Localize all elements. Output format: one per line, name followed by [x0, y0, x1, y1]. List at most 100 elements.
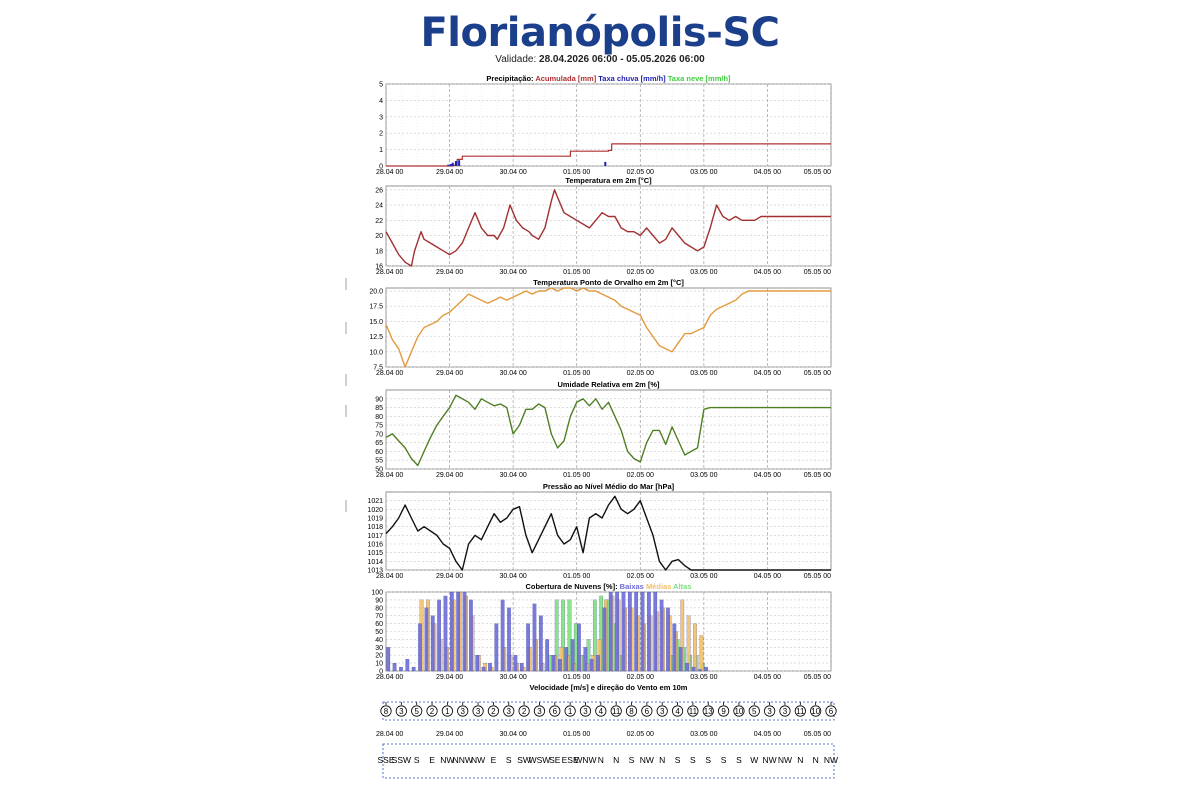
- pres-y-tick-label: 1018: [367, 524, 383, 531]
- wind-speed-circle: [748, 705, 760, 717]
- wind-direction-label: S: [506, 755, 512, 765]
- cloud-low-bar: [672, 623, 677, 672]
- cloud-y-tick-label: 60: [375, 621, 383, 628]
- rh-y-tick-label: 75: [375, 423, 383, 430]
- pres-y-tick-label: 1013: [367, 568, 383, 575]
- wind-direction-label: NW: [471, 755, 485, 765]
- wind-speed-value: 11: [796, 707, 805, 716]
- pres-x-tick-label: 02.05 00: [627, 573, 654, 580]
- wind-speed-circle: [764, 705, 776, 717]
- cloud-low-bar: [602, 607, 607, 672]
- wind-direction-label: NW: [824, 755, 838, 765]
- cloud-y-tick-label: 50: [375, 629, 383, 636]
- cloud-y-tick-label: 100: [371, 590, 383, 597]
- cloud-x-tick-label: 01.05 00: [563, 674, 590, 681]
- cloud-y-tick-label: 80: [375, 605, 383, 612]
- dew-x-tick-label: 28.04 00: [376, 370, 403, 377]
- precip-rain-rate-bar: [458, 160, 461, 166]
- dew-x-tick-label: 30.04 00: [500, 370, 527, 377]
- precip-x-tick-label: 05.05 00: [804, 169, 831, 176]
- temp-x-tick-label: 02.05 00: [627, 269, 654, 276]
- dew-x-tick-label: 05.05 00: [804, 370, 831, 377]
- wind-speed-circle: [518, 705, 530, 717]
- wind-speed-value: 10: [734, 707, 743, 716]
- cloud-low-bar: [392, 662, 397, 672]
- pres-x-tick-label: 05.05 00: [804, 573, 831, 580]
- wind-speed-circle: [503, 705, 515, 717]
- wind-speed-circle: [641, 705, 653, 717]
- wind-speed-value: 3: [660, 707, 665, 716]
- rh-x-tick-label: 04.05 00: [754, 472, 781, 479]
- dew-x-tick-label: 29.04 00: [436, 370, 463, 377]
- cloud-low-bar: [583, 647, 588, 672]
- validity-label: Validade:: [495, 54, 537, 65]
- cloud-low-bar: [386, 647, 391, 672]
- wind-direction-label: WSW: [529, 755, 551, 765]
- cloud-low-bar: [640, 591, 645, 672]
- cloud-title-prefix: Cobertura de Nuvens [%]:: [525, 582, 619, 591]
- wind-x-tick-label: 01.05 00: [563, 731, 590, 738]
- wind-direction-row: [382, 743, 835, 779]
- rh-x-tick-label: 01.05 00: [563, 472, 590, 479]
- wind-speed-value: 6: [829, 707, 834, 716]
- wind-direction-label: N: [813, 755, 819, 765]
- rh-y-tick-label: 85: [375, 405, 383, 412]
- precip-legend-entry: Acumulada [mm]: [535, 74, 598, 83]
- validity-text: Validade: 28.04.2026 06:00 - 05.05.2026 …: [0, 54, 1200, 65]
- cloud-low-bar: [678, 647, 683, 672]
- cloud-mid-bar: [699, 635, 704, 672]
- temp-y-tick-label: 16: [375, 264, 383, 271]
- cloud-low-bar: [437, 599, 441, 672]
- cloud-y-tick-label: 10: [375, 661, 383, 668]
- wind-speed-circle: [472, 705, 484, 717]
- cloud-low-bar: [653, 591, 658, 672]
- cloud-low-bar: [443, 595, 448, 672]
- pres-x-tick-label: 28.04 00: [376, 573, 403, 580]
- wind-speed-value: 3: [783, 707, 788, 716]
- wind-direction-label: S: [736, 755, 742, 765]
- wind-direction-label: S: [690, 755, 696, 765]
- precip-y-tick-label: 1: [379, 147, 383, 154]
- cloud-low-bar: [564, 647, 569, 672]
- pres-x-tick-label: 29.04 00: [436, 573, 463, 580]
- cloud-low-bar: [462, 591, 467, 672]
- wind-speed-value: 6: [553, 707, 558, 716]
- rh-y-tick-label: 70: [375, 431, 383, 438]
- wind-speed-circle: [610, 705, 622, 717]
- wind-speed-circle: [794, 705, 806, 717]
- cloud-low-bar: [500, 599, 505, 672]
- cloud-x-tick-label: 05.05 00: [804, 674, 831, 681]
- pres-x-tick-label: 30.04 00: [500, 573, 527, 580]
- wind-speed-value: 13: [704, 707, 713, 716]
- rh-x-tick-label: 28.04 00: [376, 472, 403, 479]
- wind-speed-circle: [595, 705, 607, 717]
- temp-y-tick-label: 20: [375, 233, 383, 240]
- cloud-x-tick-label: 02.05 00: [627, 674, 654, 681]
- wind-chart-title: Velocidade [m/s] e direção do Vento em 1…: [530, 683, 688, 692]
- wind-direction-label: SSE: [377, 755, 394, 765]
- precip-y-tick-label: 3: [379, 114, 383, 121]
- precip-x-tick-label: 28.04 00: [376, 169, 403, 176]
- wind-direction-label: N: [659, 755, 665, 765]
- cloud-low-bar: [666, 607, 670, 672]
- wind-direction-label: NW: [763, 755, 777, 765]
- cloud-low-bar: [507, 607, 511, 672]
- precip-y-tick-label: 2: [379, 131, 383, 138]
- cloud-low-bar: [545, 639, 550, 672]
- wind-speed-value: 8: [629, 707, 634, 716]
- precip-x-tick-label: 04.05 00: [754, 169, 781, 176]
- temp-y-tick-label: 24: [375, 203, 383, 210]
- wind-speed-value: 6: [645, 707, 650, 716]
- wind-direction-label: S: [629, 755, 635, 765]
- wind-speed-circle: [779, 705, 791, 717]
- wind-speed-circle: [457, 705, 469, 717]
- wind-speed-circle: [380, 705, 392, 717]
- cloud-legend-entry: Baixas: [620, 582, 646, 591]
- cloud-y-tick-label: 30: [375, 645, 383, 652]
- dew-series-line: [385, 287, 831, 368]
- wind-speed-value: 10: [811, 707, 820, 716]
- cloud-mid-bar: [693, 623, 697, 672]
- temp-x-tick-label: 05.05 00: [804, 269, 831, 276]
- wind-speed-value: 9: [721, 707, 726, 716]
- temp-series-line: [385, 189, 831, 267]
